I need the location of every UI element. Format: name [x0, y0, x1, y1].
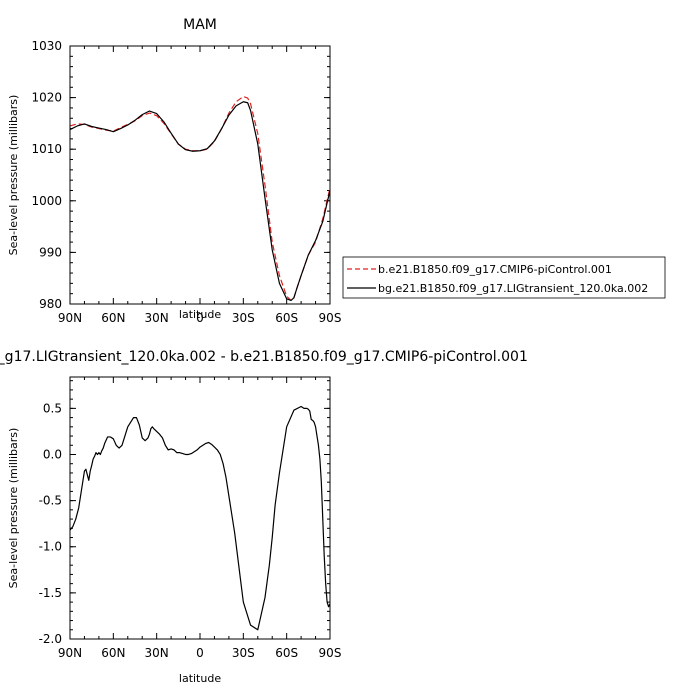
top-ytick-label: 990: [39, 245, 62, 259]
top-chart-ylabel: Sea-level pressure (millibars): [7, 95, 20, 256]
bottom-series-line-0: [69, 405, 331, 631]
top-ytick-label: 1020: [31, 91, 62, 105]
bottom-chart-ticks: 90N 60N 30N 0 30S 60S 90S -2.0 -1.5 -1.0 -0.5 0.0 0.…: [39, 377, 342, 660]
bottom-chart-frame: [69, 376, 331, 640]
bottom-chart: bg.e21.B1850.f09_g17.LIGtransient_120.0k…: [0, 349, 528, 685]
top-chart-plot: [69, 95, 331, 301]
top-xtick-label: 90S: [319, 311, 342, 325]
bottom-xtick-label: 60S: [275, 646, 298, 660]
top-chart-xlabel: latitude: [179, 308, 221, 321]
bottom-ytick-label: 0.0: [43, 447, 62, 461]
top-xtick-label: 30N: [145, 311, 169, 325]
bottom-xtick-label: 30S: [232, 646, 255, 660]
top-ytick-label: 1000: [31, 194, 62, 208]
bottom-ytick-label: -1.5: [39, 586, 62, 600]
bottom-ytick-label: -1.0: [39, 540, 62, 554]
top-chart-frame: [69, 45, 331, 305]
legend-box: [342, 256, 666, 299]
bottom-chart-title: bg.e21.B1850.f09_g17.LIGtransient_120.0k…: [0, 349, 528, 365]
bottom-ytick-label: -0.5: [39, 494, 62, 508]
bottom-xtick-label: 90S: [319, 646, 342, 660]
legend: b.e21.B1850.f09_g17.CMIP6-piControl.001 …: [342, 256, 666, 299]
top-xtick-label: 30S: [232, 311, 255, 325]
top-ytick-label: 1010: [31, 142, 62, 156]
bottom-xtick-label: 90N: [58, 646, 82, 660]
legend-label-ligtransient: bg.e21.B1850.f09_g17.LIGtransient_120.0k…: [378, 282, 648, 295]
top-chart-ticks: 90N 60N 30N 0 30S 60S 90S 980 990 1000 1010 1020 103…: [31, 39, 341, 325]
bottom-chart-plot: [69, 405, 331, 631]
legend-label-picontrol: b.e21.B1850.f09_g17.CMIP6-piControl.001: [378, 263, 612, 276]
bottom-ytick-label: -2.0: [39, 632, 62, 646]
bottom-ytick-label: 0.5: [43, 401, 62, 415]
top-series-line-0: [69, 95, 331, 301]
top-xtick-label: 60N: [101, 311, 125, 325]
top-xtick-label: 90N: [58, 311, 82, 325]
top-ytick-label: 1030: [31, 39, 62, 53]
top-xtick-label: 60S: [275, 311, 298, 325]
top-chart: MAM 90N 60N 30N 0 30S 60S 90S 980 990 1000 1010 102…: [7, 17, 666, 325]
bottom-xtick-label: 60N: [101, 646, 125, 660]
bottom-xtick-label: 0: [196, 646, 204, 660]
bottom-chart-ylabel: Sea-level pressure (millibars): [7, 428, 20, 589]
top-xtick-label: 0: [196, 311, 204, 325]
bottom-xtick-label: 30N: [145, 646, 169, 660]
bottom-chart-xlabel: latitude: [179, 672, 221, 685]
top-chart-title: MAM: [183, 17, 217, 33]
top-ytick-label: 980: [39, 297, 62, 311]
top-series-line-1: [69, 101, 331, 301]
